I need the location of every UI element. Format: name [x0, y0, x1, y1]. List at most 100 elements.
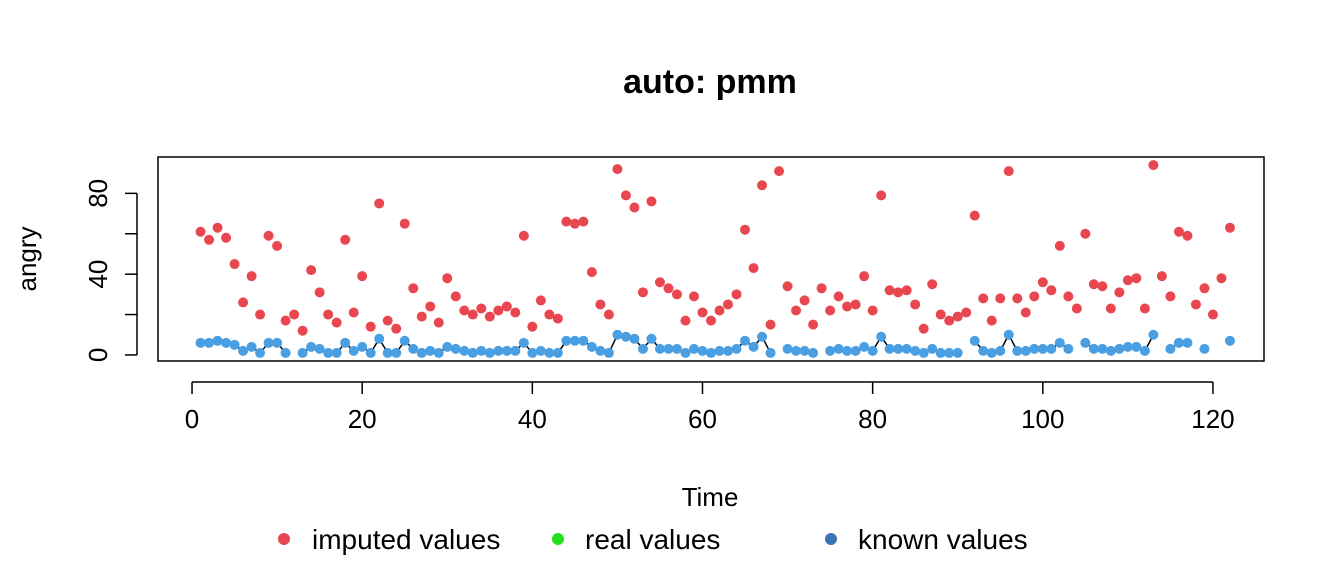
known-point	[867, 345, 878, 356]
imputed-point	[961, 307, 972, 318]
known-point	[374, 333, 385, 344]
plot-frame	[157, 156, 1265, 362]
known-point	[1012, 345, 1023, 356]
imputed-point	[1020, 307, 1031, 318]
known-point	[978, 345, 989, 356]
known-point	[467, 347, 478, 358]
imputed-point	[1173, 226, 1184, 237]
x-tick-label: 80	[858, 404, 887, 434]
known-point	[212, 335, 223, 346]
imputed-point	[195, 226, 206, 237]
known-point	[399, 335, 410, 346]
y-axis-label: angry	[12, 226, 42, 291]
known-point	[833, 343, 844, 354]
known-point	[1199, 343, 1210, 354]
known-point	[1054, 337, 1065, 348]
imputed-point	[978, 293, 989, 304]
known-point	[518, 337, 529, 348]
known-point	[459, 345, 470, 356]
imputed-point	[382, 315, 393, 326]
imputed-point	[331, 317, 342, 328]
imputed-point	[433, 317, 444, 328]
known-point	[893, 343, 904, 354]
imputed-point	[280, 315, 291, 326]
y-tick-label: 40	[83, 260, 113, 289]
imputed-point	[1122, 275, 1133, 286]
imputed-point	[969, 210, 980, 221]
known-point	[586, 341, 597, 352]
legend-marker-real	[552, 533, 564, 545]
x-tick-label: 40	[518, 404, 547, 434]
imputed-point	[229, 259, 240, 270]
imputed-point	[595, 299, 606, 310]
x-tick-label: 100	[1021, 404, 1064, 434]
known-point	[569, 335, 580, 346]
imputed-point	[348, 307, 359, 318]
imputed-point	[901, 285, 912, 296]
imputed-point	[697, 307, 708, 318]
known-point	[1097, 343, 1108, 354]
known-point	[1063, 343, 1074, 354]
known-point	[714, 345, 725, 356]
imputed-point	[569, 218, 580, 229]
imputed-point	[535, 295, 546, 306]
known-point	[272, 337, 283, 348]
imputed-point	[935, 309, 946, 320]
known-point	[323, 347, 334, 358]
imputed-point	[1003, 166, 1014, 177]
chart-title: auto: pmm	[623, 63, 797, 101]
known-point	[842, 345, 853, 356]
known-point	[195, 337, 206, 348]
imputed-point	[825, 305, 836, 316]
known-point	[654, 343, 665, 354]
imputed-point	[1224, 222, 1235, 233]
known-point	[1105, 345, 1116, 356]
known-point	[688, 343, 699, 354]
known-point	[765, 347, 776, 358]
known-point	[740, 335, 751, 346]
known-point	[876, 331, 887, 342]
known-point	[229, 339, 240, 350]
known-point	[357, 341, 368, 352]
known-point	[238, 345, 249, 356]
imputed-point	[637, 287, 648, 298]
known-point	[1131, 341, 1142, 352]
known-point	[944, 347, 955, 358]
known-point	[850, 345, 861, 356]
legend: imputed values real values known values	[278, 524, 1028, 555]
known-point	[1029, 343, 1040, 354]
known-point	[561, 335, 572, 346]
known-point	[1165, 343, 1176, 354]
imputed-point	[859, 271, 870, 282]
imputed-point	[995, 293, 1006, 304]
imputed-point	[425, 301, 436, 312]
imputed-point	[706, 315, 716, 326]
x-axis-label: Time	[682, 482, 739, 512]
imputed-point	[467, 309, 478, 320]
imputed-point	[723, 299, 734, 310]
known-point	[910, 345, 921, 356]
known-point	[1148, 329, 1159, 340]
imputed-point	[799, 295, 810, 306]
known-point	[791, 345, 802, 356]
x-axis: 0 20 40 60 80 100 120	[185, 381, 1235, 434]
imputed-point	[654, 277, 665, 288]
imputed-point	[1046, 285, 1057, 296]
imputed-point	[552, 313, 563, 324]
legend-marker-known	[825, 533, 837, 545]
imputed-point	[603, 309, 614, 320]
imputed-point	[357, 271, 368, 282]
imputed-point	[212, 222, 223, 233]
imputed-point	[246, 271, 257, 282]
imputed-point	[952, 311, 963, 322]
imputed-point	[1105, 303, 1116, 314]
imputed-point	[944, 315, 955, 326]
known-point	[663, 343, 674, 354]
known-point	[510, 345, 521, 356]
known-point	[1020, 345, 1031, 356]
known-point	[297, 347, 308, 358]
imputed-point	[986, 315, 997, 326]
known-point	[501, 345, 512, 356]
imputed-point	[1029, 291, 1040, 302]
